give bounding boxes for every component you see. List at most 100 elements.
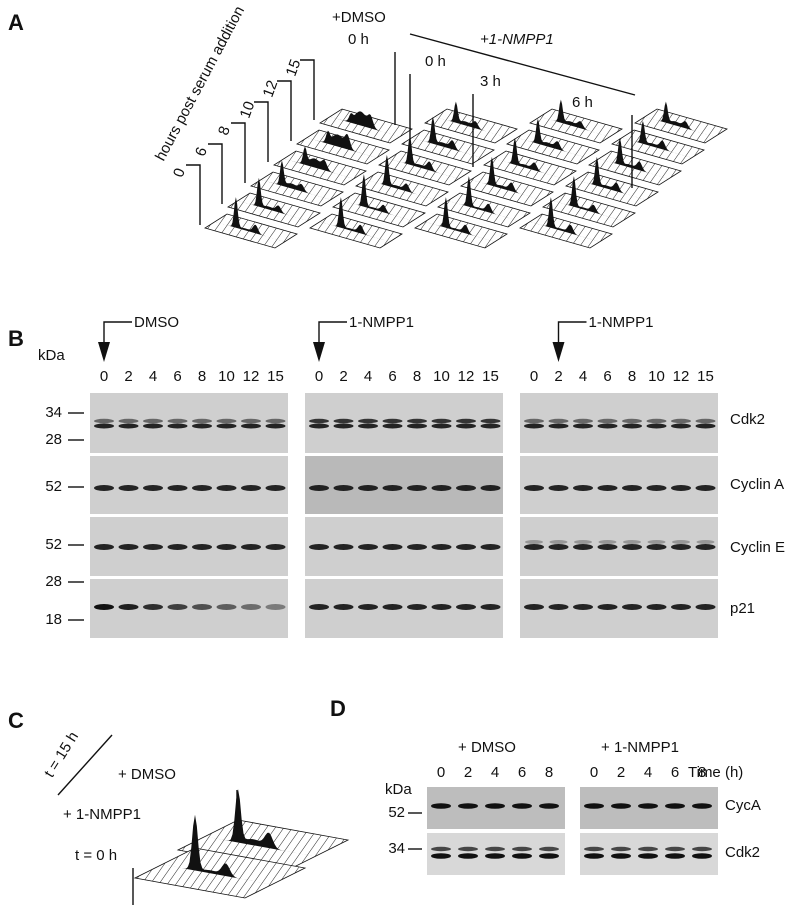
band [407,544,427,550]
lane-label: 6 [603,368,611,385]
line [409,33,636,96]
band [584,853,604,859]
band [216,423,237,429]
band [671,423,691,429]
lane-label: 2 [339,368,347,385]
band [524,418,544,424]
band [539,853,559,859]
lane-label: 4 [364,368,372,385]
band [597,544,618,550]
band [309,485,329,491]
band [241,544,261,550]
band [143,418,163,424]
blot [90,456,288,514]
line [57,734,113,796]
band [646,418,667,424]
band [309,423,329,429]
band [548,423,569,429]
protein-label: Cyclin E [730,539,785,556]
band [333,544,354,550]
lane-label: 8 [698,764,706,781]
band [548,604,569,610]
band [597,423,618,429]
band [143,423,163,429]
blot [520,456,718,514]
arrow-head [98,342,110,362]
band [265,423,286,429]
band [407,423,427,429]
unit-label: kDa [385,781,412,798]
hour-label: 12 [260,78,282,99]
band [548,418,569,424]
band [485,803,505,809]
protein-label: Cdk2 [725,844,760,861]
band [458,803,478,809]
blot [305,393,503,453]
band [638,803,658,809]
blot [520,393,718,453]
line [254,101,269,162]
lane-label: 2 [124,368,132,385]
band [167,418,188,424]
band [94,544,114,550]
band [611,853,631,859]
band [539,846,559,852]
lane-label: 0 [100,368,108,385]
marker-label: 52 [388,804,405,821]
band [573,544,593,550]
band [382,418,403,424]
band [192,544,212,550]
lane-label: 0 [315,368,323,385]
band [382,604,403,610]
band [192,485,212,491]
band [458,846,478,852]
band [407,604,427,610]
lane-label: 2 [464,764,472,781]
treatment-label: + 1-NMPP1 [601,739,679,756]
band [143,544,163,550]
lane-label: 6 [173,368,181,385]
band [241,418,261,424]
band [118,423,139,429]
marker-label: 52 [45,478,62,495]
band [646,423,667,429]
band [143,604,163,610]
band [512,853,532,859]
band [671,604,691,610]
histogram-peak [306,130,377,158]
band [216,418,237,424]
band [647,540,666,544]
lane-label: 8 [628,368,636,385]
band [167,423,188,429]
band [671,418,691,424]
band [309,604,329,610]
band [456,418,476,424]
band [118,418,139,424]
band [622,423,642,429]
treatment-label: +1-NMPP1 [480,31,554,48]
line [318,321,347,345]
band [480,485,501,491]
band [695,485,716,491]
band [524,485,544,491]
band [94,604,114,610]
band [431,846,451,852]
axis-label: Time (h) [688,764,743,781]
band [692,853,712,859]
band [665,853,685,859]
band [358,544,378,550]
band [598,540,617,544]
marker-label: 28 [45,431,62,448]
lane-label: 12 [673,368,690,385]
band [358,604,378,610]
band [646,604,667,610]
protein-label: Cyclin A [730,476,784,493]
band [382,423,403,429]
band [665,846,685,852]
band [623,540,641,544]
band [611,846,631,852]
histogram-peak [329,111,400,137]
band [309,418,329,424]
lane-label: 15 [267,368,284,385]
